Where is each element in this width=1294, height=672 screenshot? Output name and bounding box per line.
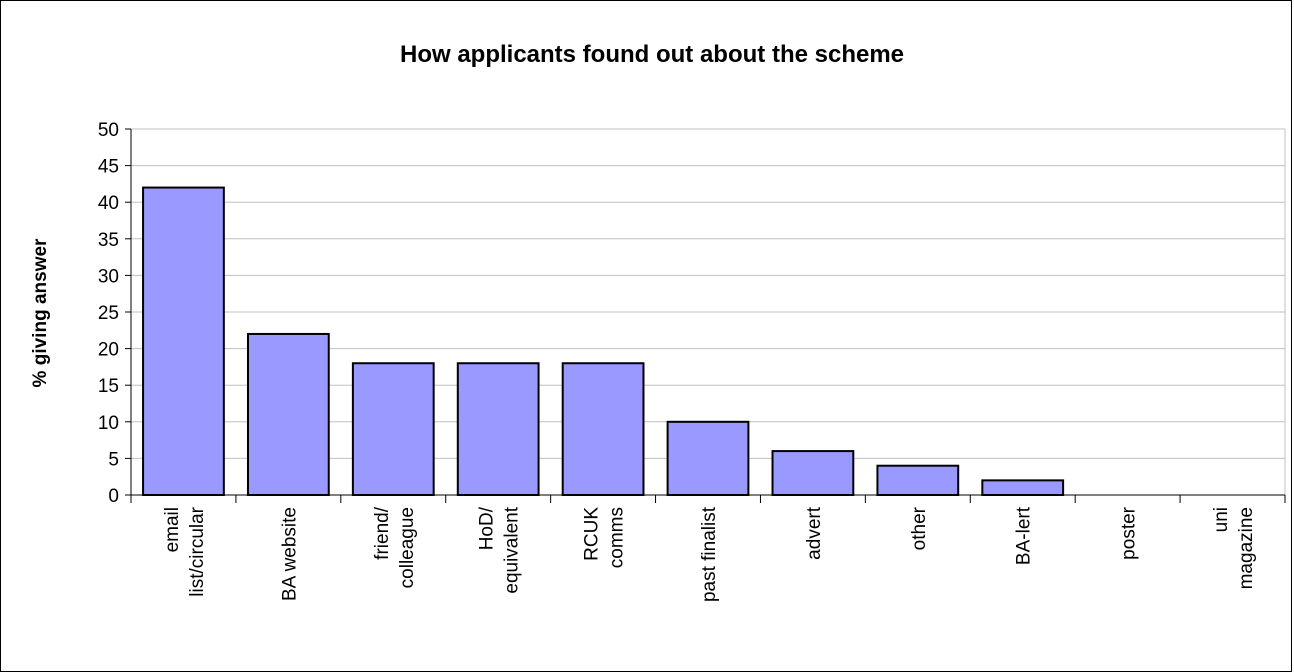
x-category-label: comms (607, 507, 628, 568)
y-tick-label: 45 (98, 157, 119, 178)
x-category-label: uni (1211, 507, 1232, 532)
bars (142, 186, 1065, 497)
chart-title: How applicants found out about the schem… (400, 41, 904, 68)
x-category-label: past finalist (699, 506, 720, 602)
bar (666, 420, 750, 496)
bar (876, 464, 960, 497)
y-tick-label: 0 (108, 486, 119, 507)
bar (561, 362, 645, 496)
y-tick-label: 30 (98, 266, 119, 287)
x-category-label: RCUK (582, 507, 603, 561)
y-axis-label: % giving answer (30, 238, 51, 387)
x-category-label: list/circular (187, 506, 208, 596)
x-category-label: other (909, 506, 930, 550)
x-category-labels: email list/circular BA website friend/colle… (162, 506, 1257, 602)
x-category-label: equivalent (502, 506, 523, 593)
x-category-label: friend/ (372, 506, 393, 560)
bar (142, 186, 225, 496)
y-tick-label: 5 (108, 449, 119, 470)
y-tick-labels: 0 5 10 15 20 25 30 35 40 45 50 (98, 120, 119, 507)
bar (351, 362, 435, 496)
x-category-label: HoD/ (477, 506, 498, 550)
x-category-label: BA website (279, 507, 300, 601)
bar (771, 450, 855, 496)
y-tick-label: 15 (98, 376, 119, 397)
x-category-label: BA-lert (1014, 506, 1035, 565)
x-category-label: magazine (1236, 507, 1257, 589)
x-category-label: poster (1119, 506, 1140, 559)
y-tick-label: 10 (98, 413, 119, 434)
y-tick-label: 35 (98, 230, 119, 251)
y-tick-label: 50 (98, 120, 119, 141)
bar (981, 479, 1065, 496)
bar (456, 362, 540, 496)
x-category-label: colleague (397, 507, 418, 588)
x-category-label: advert (804, 506, 825, 560)
y-tick-label: 40 (98, 193, 119, 214)
x-category-label: email (162, 507, 183, 552)
bar (246, 332, 330, 496)
axes (125, 128, 1286, 503)
y-tick-label: 25 (98, 303, 119, 324)
y-tick-label: 20 (98, 340, 119, 361)
